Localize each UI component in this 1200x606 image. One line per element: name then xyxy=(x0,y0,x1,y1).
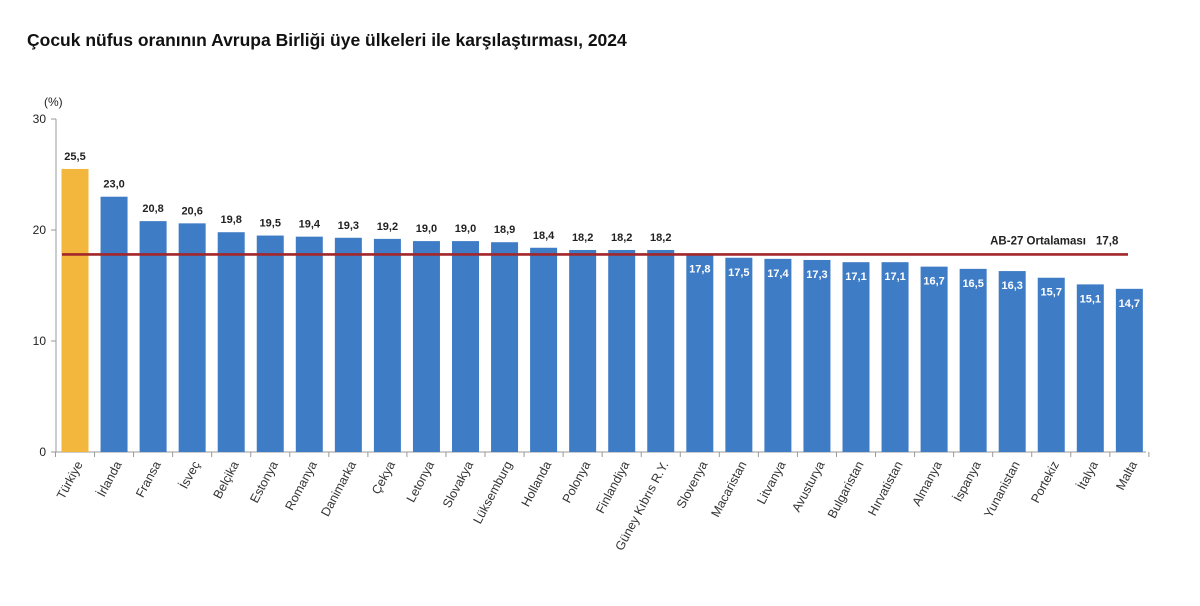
chart-title: Çocuk nüfus oranının Avrupa Birliği üye … xyxy=(27,30,627,50)
data-label: 19,0 xyxy=(455,223,476,235)
x-tick-label: Polonya xyxy=(560,459,594,505)
bar xyxy=(842,262,870,452)
x-tick-label: Yunanistan xyxy=(981,459,1022,520)
x-tick-label: Hollanda xyxy=(519,459,555,509)
x-tick-label: Estonya xyxy=(247,459,281,505)
bar xyxy=(608,249,636,452)
x-tick-label: Finlandiya xyxy=(593,459,632,516)
bar xyxy=(491,242,519,452)
x-tick-label: Çekya xyxy=(369,459,398,497)
x-tick-label: İrlanda xyxy=(94,459,124,499)
bar xyxy=(1115,288,1143,452)
data-label: 15,7 xyxy=(1041,287,1062,299)
data-label: 20,6 xyxy=(181,205,202,217)
bar xyxy=(139,221,167,452)
data-label: 19,0 xyxy=(416,223,437,235)
x-tick-label: Lüksemburg xyxy=(471,459,516,526)
x-tick-label: Fransa xyxy=(133,459,164,500)
x-tick-label: Slovakya xyxy=(440,459,476,510)
data-label: 18,2 xyxy=(572,232,593,244)
bar xyxy=(686,254,714,452)
x-tick-label: Romanya xyxy=(282,459,319,513)
data-label: 19,3 xyxy=(338,220,359,232)
x-tick-label: Litvanya xyxy=(754,459,788,507)
x-tick-label: İsveç xyxy=(177,459,203,491)
data-label: 17,4 xyxy=(767,268,789,280)
y-tick-label: 10 xyxy=(33,334,47,348)
bar xyxy=(725,257,753,452)
data-label: 18,9 xyxy=(494,224,515,236)
data-label: 17,8 xyxy=(689,263,710,275)
data-label: 20,8 xyxy=(142,203,163,215)
data-label: 17,1 xyxy=(845,271,866,283)
x-tick-label: İspanya xyxy=(951,459,984,504)
bar xyxy=(178,223,206,452)
bar xyxy=(803,259,831,452)
y-tick-label: 20 xyxy=(33,223,47,237)
bar xyxy=(764,258,792,452)
bar xyxy=(1037,277,1065,452)
data-label: 18,2 xyxy=(650,232,671,244)
data-label: 16,7 xyxy=(923,276,944,288)
data-label: 19,5 xyxy=(260,218,281,230)
x-tick-label: Slovenya xyxy=(674,459,711,511)
bar xyxy=(569,249,597,452)
bar xyxy=(647,249,675,452)
bar xyxy=(256,235,284,452)
bar xyxy=(334,237,362,452)
bar xyxy=(920,266,948,452)
x-tick-label: Belçika xyxy=(211,459,242,501)
data-label: 19,2 xyxy=(377,221,398,233)
bar xyxy=(881,262,909,452)
bar xyxy=(412,241,440,452)
x-tick-label: Türkiye xyxy=(54,459,86,502)
data-label: 17,5 xyxy=(728,267,749,279)
data-label: 16,3 xyxy=(1001,280,1022,292)
x-tick-label: Danimarka xyxy=(318,459,359,519)
data-label: 17,3 xyxy=(806,269,827,281)
bar xyxy=(959,268,987,452)
bar xyxy=(61,168,89,452)
x-tick-label: Macaristan xyxy=(708,459,749,520)
data-label: 17,1 xyxy=(884,271,905,283)
average-line-label: AB-27 Ortalaması xyxy=(990,235,1086,247)
bar xyxy=(1076,284,1104,452)
bar xyxy=(998,271,1026,452)
y-tick-label: 0 xyxy=(39,445,46,459)
x-tick-label: Malta xyxy=(1113,459,1140,493)
data-label: 15,1 xyxy=(1080,293,1101,305)
bar xyxy=(530,247,558,452)
data-label: 18,4 xyxy=(533,230,555,242)
x-tick-label: Avusturya xyxy=(789,459,827,514)
bar xyxy=(217,232,245,452)
x-tick-label: Letonya xyxy=(404,459,437,505)
data-label: 18,2 xyxy=(611,232,632,244)
average-line-value: 17,8 xyxy=(1096,235,1119,247)
x-tick-label: Hırvatistan xyxy=(865,459,905,518)
x-tick-label: Portekiz xyxy=(1028,459,1062,505)
bar xyxy=(452,241,479,452)
data-label: 16,5 xyxy=(962,278,983,290)
y-tick-label: 30 xyxy=(33,112,47,126)
bar xyxy=(373,238,401,452)
bar xyxy=(295,236,323,452)
bar xyxy=(100,196,128,452)
data-label: 19,8 xyxy=(220,214,241,226)
x-tick-label: Almanya xyxy=(910,459,945,509)
y-axis-label: (%) xyxy=(44,95,63,109)
data-label: 25,5 xyxy=(64,151,85,163)
data-label: 19,4 xyxy=(299,219,321,231)
data-label: 23,0 xyxy=(103,179,124,191)
x-tick-label: Bulgaristan xyxy=(825,459,867,521)
x-tick-label: İtalya xyxy=(1075,459,1101,492)
data-label: 14,7 xyxy=(1119,298,1140,310)
